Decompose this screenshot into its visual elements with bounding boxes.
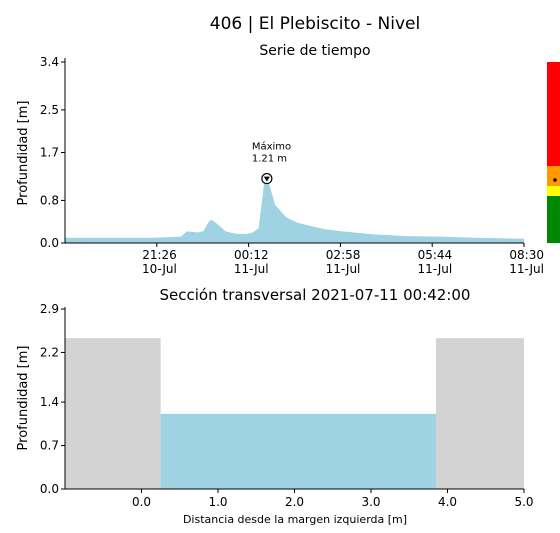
y-tick-label: 0.0 [40, 236, 59, 250]
alert-green-zone [547, 196, 560, 243]
y-tick-label: 0.8 [40, 193, 59, 207]
y-tick-label: 1.7 [40, 146, 59, 160]
cross-section-title: Sección transversal 2021-07-11 00:42:00 [160, 286, 471, 304]
cs-x-axis-label: Distancia desde la margen izquierda [m] [183, 513, 407, 526]
cross-section-plot [64, 307, 524, 490]
x-tick-date: 11-Jul [234, 262, 269, 276]
x-tick-date: 11-Jul [326, 262, 361, 276]
y-tick-label: 2.5 [40, 103, 59, 117]
maximum-annotation: Máximo 1.21 m [252, 141, 291, 185]
cs-x-tick-label: 2.0 [285, 495, 304, 509]
depth-series-area [65, 178, 524, 243]
x-tick-time: 05:44 [418, 248, 453, 262]
cs-x-tick-label: 0.0 [132, 495, 151, 509]
cs-y-tick-label: 0.7 [40, 439, 59, 453]
cs-x-tick-label: 3.0 [361, 495, 380, 509]
current-level-marker [553, 178, 557, 182]
maximum-marker-triangle [263, 176, 270, 182]
cross-section-y-ticks: 2.9 2.2 1.4 0.7 0.0 [40, 302, 65, 496]
alert-red-zone [547, 62, 560, 166]
ts-y-axis-label: Profundidad [m] [16, 101, 31, 206]
timeseries-y-ticks: 3.4 2.5 1.7 0.8 0.0 [40, 55, 65, 250]
x-tick-date: 10-Jul [142, 262, 177, 276]
cs-x-tick-label: 5.0 [514, 495, 533, 509]
alert-yellow-zone [547, 186, 560, 196]
left-bank [65, 338, 161, 489]
timeseries-x-ticks: 21:2610-Jul00:1211-Jul02:5811-Jul05:4411… [142, 243, 544, 276]
timeseries-plot [64, 58, 524, 244]
maximum-label: Máximo [252, 141, 291, 153]
cs-y-tick-label: 1.4 [40, 395, 59, 409]
alert-orange-zone [547, 166, 560, 186]
chart-subtitle: Serie de tiempo [259, 43, 370, 59]
right-bank [436, 338, 524, 489]
x-tick-time: 00:12 [234, 248, 269, 262]
chart-title: 406 | El Plebiscito - Nivel [210, 14, 420, 34]
alert-level-bar [547, 62, 560, 243]
y-tick-label: 3.4 [40, 55, 59, 69]
water-body [160, 413, 437, 489]
cross-section-x-ticks: 0.0 1.0 2.0 3.0 4.0 5.0 [132, 489, 534, 509]
x-tick-time: 08:30 [509, 248, 544, 262]
cs-y-axis-label: Profundidad [m] [16, 346, 31, 451]
cs-y-tick-label: 0.0 [40, 482, 59, 496]
cs-x-tick-label: 4.0 [438, 495, 457, 509]
cs-y-tick-label: 2.2 [40, 345, 59, 359]
x-tick-time: 21:26 [142, 248, 177, 262]
maximum-value: 1.21 m [252, 154, 287, 165]
x-tick-date: 11-Jul [509, 262, 544, 276]
x-tick-time: 02:58 [326, 248, 361, 262]
cs-x-tick-label: 1.0 [208, 495, 227, 509]
x-tick-date: 11-Jul [417, 262, 452, 276]
cs-y-tick-label: 2.9 [40, 302, 59, 316]
